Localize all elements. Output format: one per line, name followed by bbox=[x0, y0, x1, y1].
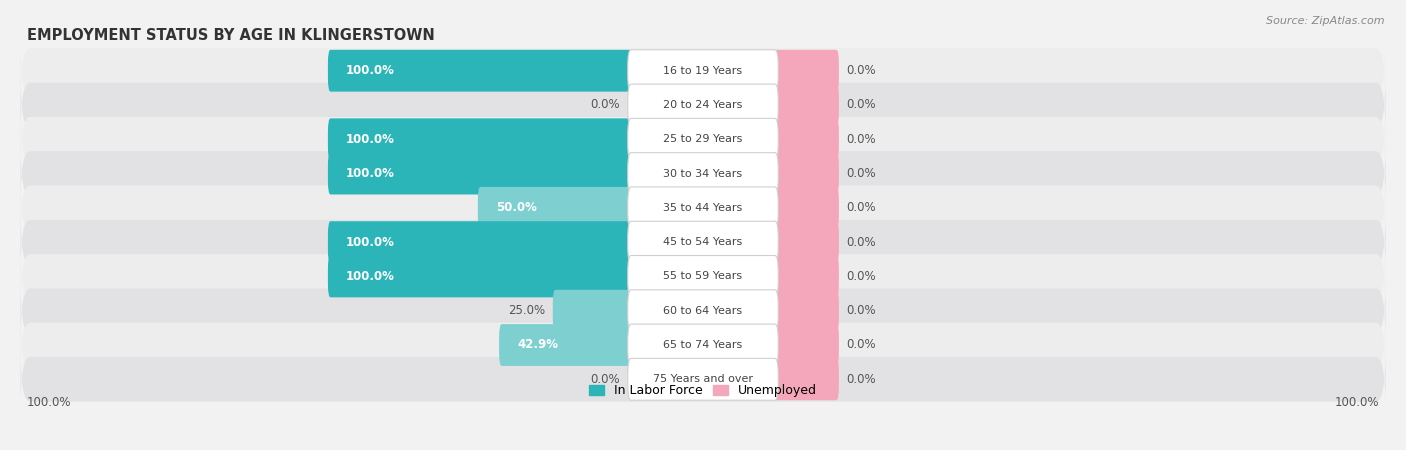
FancyBboxPatch shape bbox=[21, 248, 1385, 306]
FancyBboxPatch shape bbox=[328, 118, 631, 160]
Text: 100.0%: 100.0% bbox=[27, 396, 72, 409]
FancyBboxPatch shape bbox=[21, 144, 1385, 203]
Text: 0.0%: 0.0% bbox=[591, 99, 620, 112]
Text: EMPLOYMENT STATUS BY AGE IN KLINGERSTOWN: EMPLOYMENT STATUS BY AGE IN KLINGERSTOWN bbox=[27, 27, 434, 43]
FancyBboxPatch shape bbox=[627, 324, 779, 366]
Text: Source: ZipAtlas.com: Source: ZipAtlas.com bbox=[1267, 16, 1385, 26]
FancyBboxPatch shape bbox=[627, 187, 779, 229]
FancyBboxPatch shape bbox=[627, 153, 779, 194]
Text: 100.0%: 100.0% bbox=[346, 133, 395, 146]
FancyBboxPatch shape bbox=[21, 282, 1385, 340]
Text: 100.0%: 100.0% bbox=[1334, 396, 1379, 409]
FancyBboxPatch shape bbox=[627, 84, 779, 126]
Text: 50.0%: 50.0% bbox=[496, 201, 537, 214]
FancyBboxPatch shape bbox=[328, 256, 631, 297]
FancyBboxPatch shape bbox=[775, 290, 839, 332]
Text: 75 Years and over: 75 Years and over bbox=[652, 374, 754, 384]
FancyBboxPatch shape bbox=[627, 358, 779, 400]
FancyBboxPatch shape bbox=[328, 153, 631, 194]
FancyBboxPatch shape bbox=[21, 350, 1385, 409]
Text: 42.9%: 42.9% bbox=[517, 338, 558, 351]
FancyBboxPatch shape bbox=[627, 256, 779, 297]
FancyBboxPatch shape bbox=[21, 76, 1385, 134]
Text: 0.0%: 0.0% bbox=[846, 99, 876, 112]
Text: 60 to 64 Years: 60 to 64 Years bbox=[664, 306, 742, 316]
Text: 0.0%: 0.0% bbox=[846, 236, 876, 249]
FancyBboxPatch shape bbox=[627, 50, 779, 92]
FancyBboxPatch shape bbox=[627, 221, 779, 263]
Text: 0.0%: 0.0% bbox=[591, 373, 620, 386]
FancyBboxPatch shape bbox=[21, 110, 1385, 168]
Text: 55 to 59 Years: 55 to 59 Years bbox=[664, 271, 742, 281]
FancyBboxPatch shape bbox=[627, 290, 779, 332]
FancyBboxPatch shape bbox=[478, 187, 631, 229]
FancyBboxPatch shape bbox=[328, 221, 631, 263]
FancyBboxPatch shape bbox=[627, 118, 779, 160]
FancyBboxPatch shape bbox=[21, 41, 1385, 100]
FancyBboxPatch shape bbox=[499, 324, 631, 366]
Text: 20 to 24 Years: 20 to 24 Years bbox=[664, 100, 742, 110]
FancyBboxPatch shape bbox=[775, 256, 839, 297]
Text: 0.0%: 0.0% bbox=[846, 167, 876, 180]
Text: 0.0%: 0.0% bbox=[846, 270, 876, 283]
FancyBboxPatch shape bbox=[775, 221, 839, 263]
FancyBboxPatch shape bbox=[775, 324, 839, 366]
Text: 25 to 29 Years: 25 to 29 Years bbox=[664, 134, 742, 144]
Text: 30 to 34 Years: 30 to 34 Years bbox=[664, 169, 742, 179]
FancyBboxPatch shape bbox=[21, 213, 1385, 271]
FancyBboxPatch shape bbox=[775, 118, 839, 160]
Text: 0.0%: 0.0% bbox=[846, 373, 876, 386]
FancyBboxPatch shape bbox=[775, 153, 839, 194]
Text: 25.0%: 25.0% bbox=[508, 304, 546, 317]
Text: 16 to 19 Years: 16 to 19 Years bbox=[664, 66, 742, 76]
FancyBboxPatch shape bbox=[21, 316, 1385, 374]
FancyBboxPatch shape bbox=[775, 50, 839, 92]
FancyBboxPatch shape bbox=[775, 187, 839, 229]
FancyBboxPatch shape bbox=[775, 84, 839, 126]
FancyBboxPatch shape bbox=[775, 358, 839, 400]
Text: 0.0%: 0.0% bbox=[846, 304, 876, 317]
Text: 100.0%: 100.0% bbox=[346, 236, 395, 249]
Text: 65 to 74 Years: 65 to 74 Years bbox=[664, 340, 742, 350]
Legend: In Labor Force, Unemployed: In Labor Force, Unemployed bbox=[583, 379, 823, 402]
Text: 0.0%: 0.0% bbox=[846, 64, 876, 77]
FancyBboxPatch shape bbox=[21, 179, 1385, 237]
Text: 45 to 54 Years: 45 to 54 Years bbox=[664, 237, 742, 247]
Text: 0.0%: 0.0% bbox=[846, 201, 876, 214]
FancyBboxPatch shape bbox=[328, 50, 631, 92]
Text: 100.0%: 100.0% bbox=[346, 270, 395, 283]
Text: 35 to 44 Years: 35 to 44 Years bbox=[664, 203, 742, 213]
Text: 100.0%: 100.0% bbox=[346, 64, 395, 77]
Text: 0.0%: 0.0% bbox=[846, 338, 876, 351]
FancyBboxPatch shape bbox=[553, 290, 631, 332]
Text: 0.0%: 0.0% bbox=[846, 133, 876, 146]
Text: 100.0%: 100.0% bbox=[346, 167, 395, 180]
